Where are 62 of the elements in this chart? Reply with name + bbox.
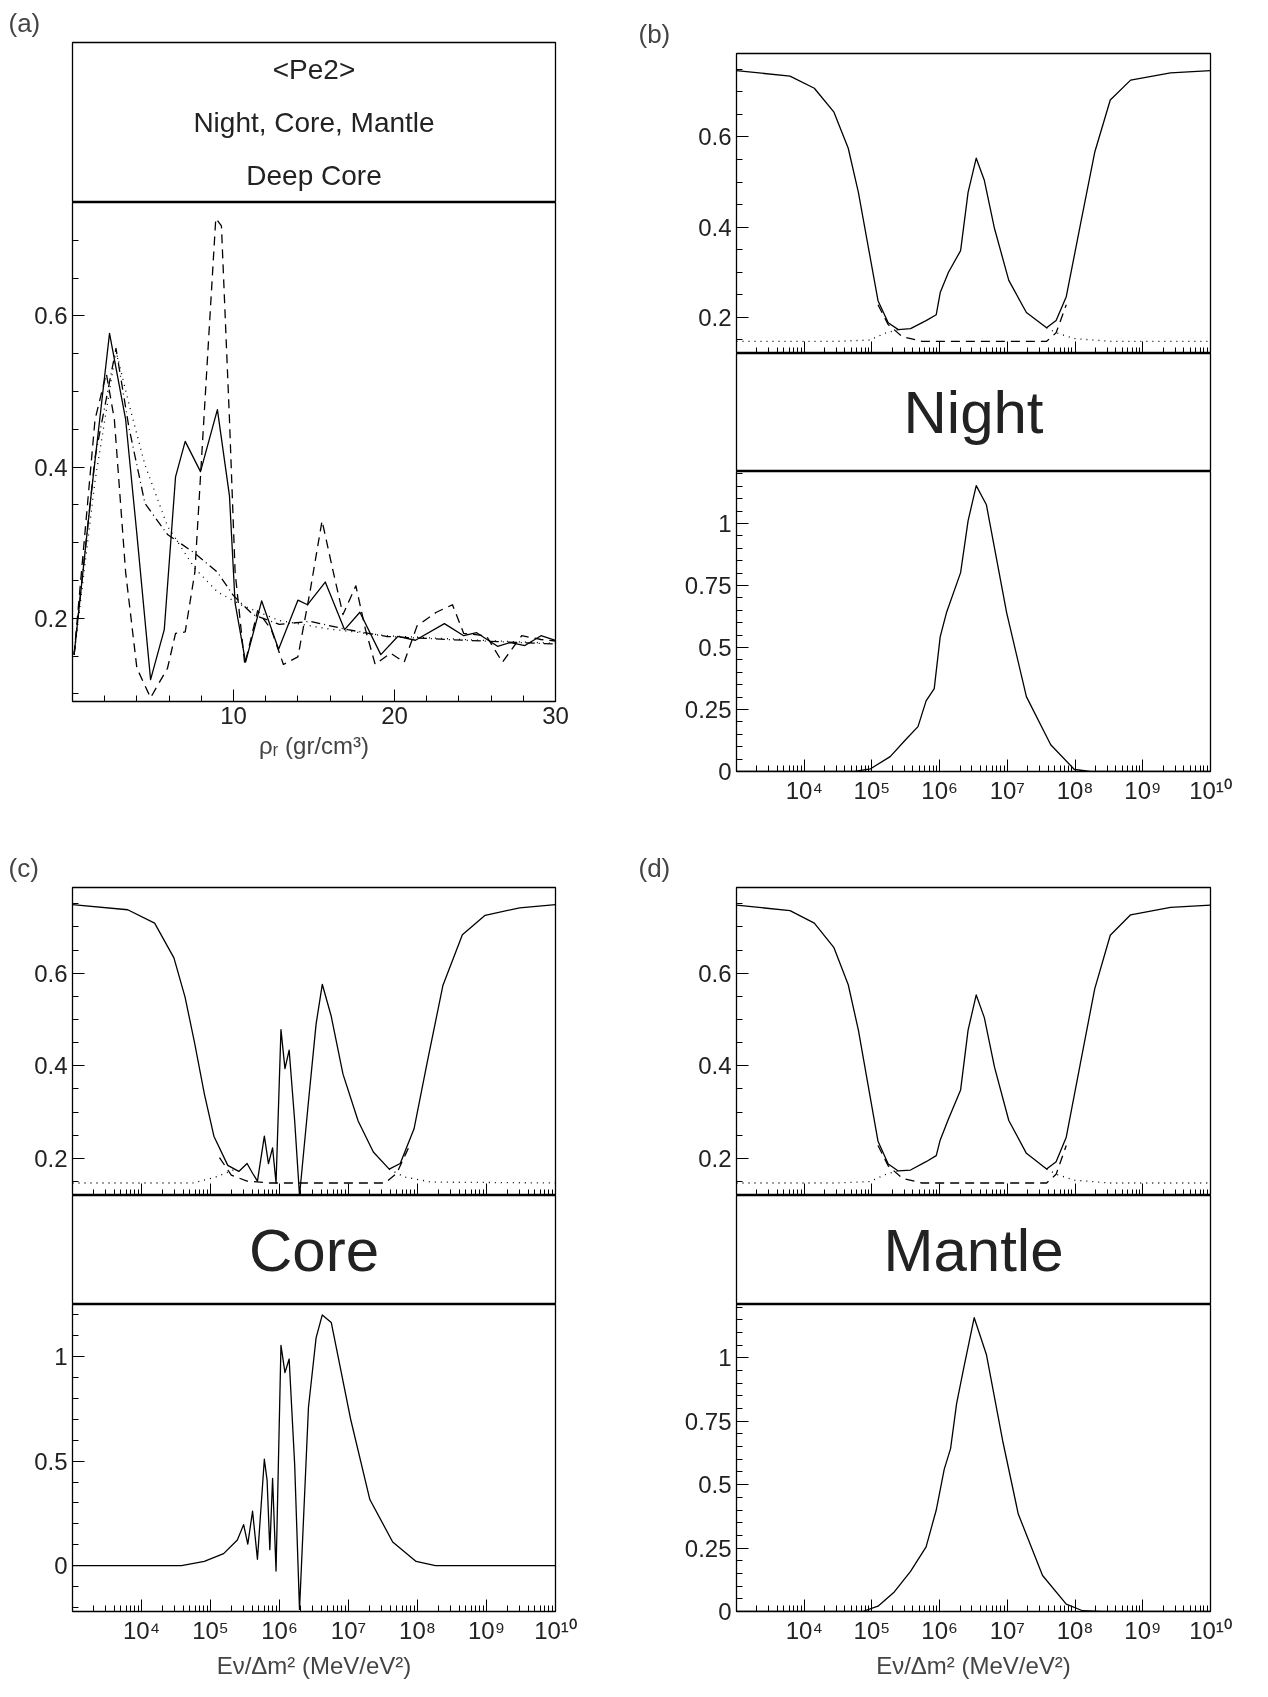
x-tick-label: 10⁹ bbox=[468, 1616, 505, 1644]
x-axis-title: Eν/Δm² (MeV/eV²) bbox=[216, 1651, 412, 1679]
y-tick-label: 0.4 bbox=[34, 453, 68, 481]
y-tick-label: 0 bbox=[54, 1552, 68, 1580]
y-tick-label: 0.2 bbox=[34, 604, 68, 632]
y-tick-label: 0.6 bbox=[698, 959, 732, 987]
y-tick-label: 0 bbox=[718, 1598, 732, 1625]
chart-title: (d) bbox=[638, 852, 671, 883]
text: Deep Core bbox=[246, 160, 382, 192]
x-tick-label: 10⁴ bbox=[123, 1616, 161, 1644]
y-tick-label: 0.2 bbox=[698, 1144, 732, 1172]
y-tick-label: 0.75 bbox=[684, 1407, 732, 1435]
chart-title: Night bbox=[903, 379, 1044, 446]
x-tick-label: 20 bbox=[381, 701, 408, 729]
y-tick-label: 0.5 bbox=[34, 1447, 68, 1475]
x-tick-label: 10⁹ bbox=[1124, 776, 1162, 804]
x-axis-title: Eν/Δm² (MeV/eV²) bbox=[876, 1651, 1071, 1679]
x-tick-label: 10¹⁰ bbox=[1189, 776, 1232, 804]
y-tick-label: 0.6 bbox=[34, 959, 68, 987]
y-tick-label: 0.4 bbox=[698, 213, 732, 241]
y-tick-label: 0 bbox=[718, 758, 732, 785]
y-tick-label: 1 bbox=[718, 510, 732, 538]
x-tick-label: 10⁸ bbox=[1056, 776, 1094, 804]
y-tick-label: 0.4 bbox=[34, 1052, 68, 1080]
y-tick-label: 1 bbox=[54, 1343, 68, 1371]
x-tick-label: 10⁵ bbox=[192, 1616, 229, 1644]
x-tick-label: 10⁸ bbox=[399, 1616, 436, 1644]
y-tick-label: 0.25 bbox=[684, 696, 732, 724]
chart-title: (b) bbox=[638, 18, 671, 49]
x-tick-label: 10¹⁰ bbox=[534, 1616, 577, 1644]
chart-title: Core bbox=[248, 1216, 380, 1284]
chart-title: (c) bbox=[8, 852, 39, 883]
x-tick-label: 10⁸ bbox=[1056, 1616, 1094, 1644]
y-tick-label: 0.5 bbox=[698, 1471, 732, 1499]
x-tick-label: 10⁴ bbox=[785, 1616, 823, 1644]
x-tick-label: 10⁵ bbox=[853, 1616, 891, 1644]
y-tick-label: 0.75 bbox=[684, 572, 732, 600]
chart-title: (a) bbox=[8, 7, 41, 38]
x-tick-label: 10⁷ bbox=[989, 1616, 1026, 1644]
x-tick-label: 10⁹ bbox=[1124, 1616, 1162, 1644]
y-tick-label: 0.2 bbox=[698, 303, 732, 331]
x-tick-label: 10⁴ bbox=[785, 776, 823, 804]
x-tick-label: 10⁶ bbox=[261, 1616, 298, 1644]
y-tick-label: 1 bbox=[718, 1344, 732, 1372]
x-tick-label: 10⁶ bbox=[921, 1616, 958, 1644]
y-tick-label: 0.2 bbox=[34, 1144, 68, 1172]
x-tick-label: 10⁷ bbox=[989, 776, 1026, 804]
text: Night, Core, Mantle bbox=[193, 107, 435, 138]
y-tick-label: 0.6 bbox=[698, 123, 732, 151]
x-axis-title: ρᵣ (gr/cm³) bbox=[258, 731, 370, 759]
x-tick-label: 10⁶ bbox=[921, 776, 958, 804]
x-tick-label: 10⁵ bbox=[853, 776, 891, 804]
y-tick-label: 0.4 bbox=[698, 1052, 732, 1080]
x-tick-label: 10 bbox=[220, 701, 247, 729]
x-tick-label: 10⁷ bbox=[330, 1616, 367, 1644]
chart-title: Mantle bbox=[883, 1216, 1064, 1284]
text: <Pe2> bbox=[272, 53, 356, 85]
x-tick-label: 30 bbox=[542, 701, 569, 729]
y-tick-label: 0.5 bbox=[698, 634, 732, 662]
y-tick-label: 0.6 bbox=[34, 302, 68, 330]
y-tick-label: 0.25 bbox=[684, 1534, 732, 1562]
x-tick-label: 10¹⁰ bbox=[1189, 1616, 1232, 1644]
